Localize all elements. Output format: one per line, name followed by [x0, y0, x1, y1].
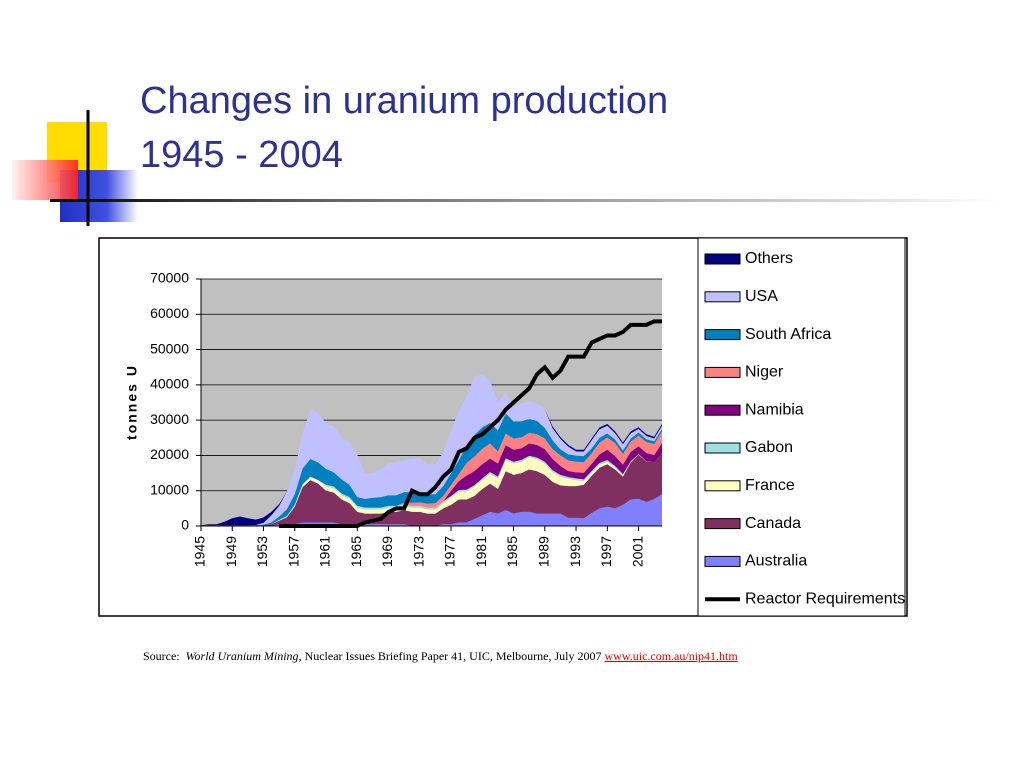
y-axis-label: tonnes U: [124, 364, 140, 440]
x-tick-label: 1973: [410, 536, 426, 567]
x-tick-label: 1945: [192, 536, 208, 567]
x-tick-label: 1969: [379, 536, 395, 567]
deco-hline: [50, 199, 1000, 202]
legend-swatch: [704, 366, 741, 378]
legend-swatch: [704, 404, 741, 416]
x-tick-label: 1957: [285, 536, 301, 567]
x-tick-label: 1977: [442, 536, 458, 567]
x-tick-label: 1997: [598, 536, 614, 567]
legend-swatch: [704, 480, 741, 492]
area: [201, 443, 662, 526]
area: [201, 374, 662, 526]
x-tick-label: 1981: [473, 536, 489, 567]
x-tick-label: 1953: [254, 536, 270, 567]
x-tick-label: 1993: [567, 536, 583, 567]
legend-label: Namibia: [745, 401, 804, 418]
area: [201, 453, 662, 526]
x-tick-label: 1961: [317, 536, 333, 567]
legend-label: USA: [745, 288, 778, 305]
x-tick-label: 1989: [535, 536, 551, 567]
legend-label: Australia: [745, 553, 807, 570]
y-tick-label: 60000: [150, 305, 189, 321]
legend-label: Niger: [745, 364, 784, 381]
x-tick-label: 1965: [348, 536, 364, 567]
x-tick-label: 1949: [223, 536, 239, 567]
source-text: , Nuclear Issues Briefing Paper 41, UIC,…: [298, 649, 602, 663]
y-tick-label: 20000: [150, 446, 189, 462]
y-tick-label: 30000: [150, 411, 189, 427]
source-link[interactable]: www.uic.com.au/nip41.htm: [604, 649, 738, 663]
legend-label: Gabon: [745, 439, 793, 456]
legend-swatch: [704, 442, 741, 454]
legend-label: Reactor Requirements: [745, 590, 905, 607]
legend-label: South Africa: [745, 326, 831, 343]
legend-swatch: [704, 329, 741, 341]
x-tick-label: 1985: [504, 536, 520, 567]
source-title: World Uranium Mining: [185, 649, 299, 663]
legend-swatch: [704, 518, 741, 530]
subtitle: 1945 - 2004: [140, 134, 343, 176]
title: Changes in uranium production: [140, 80, 669, 122]
legend-swatch: [704, 253, 741, 265]
legend-label: France: [745, 477, 795, 494]
legend-label: Canada: [745, 515, 801, 532]
x-tick-label: 2001: [629, 536, 645, 567]
legend-swatch: [704, 555, 741, 567]
area: [201, 431, 662, 526]
y-tick-label: 50000: [150, 340, 189, 356]
legend-swatch: [704, 291, 741, 303]
deco-red: [12, 160, 78, 200]
y-tick-label: 0: [181, 517, 189, 533]
source-prefix: Source:: [143, 649, 180, 663]
y-tick-label: 70000: [150, 270, 189, 286]
area: [201, 453, 662, 526]
y-tick-label: 10000: [150, 481, 189, 497]
source: Source: World Uranium Mining, Nuclear Is…: [143, 649, 738, 664]
y-tick-label: 40000: [150, 376, 189, 392]
area: [201, 494, 662, 526]
legend-label: Others: [745, 250, 793, 267]
area: [201, 413, 662, 526]
